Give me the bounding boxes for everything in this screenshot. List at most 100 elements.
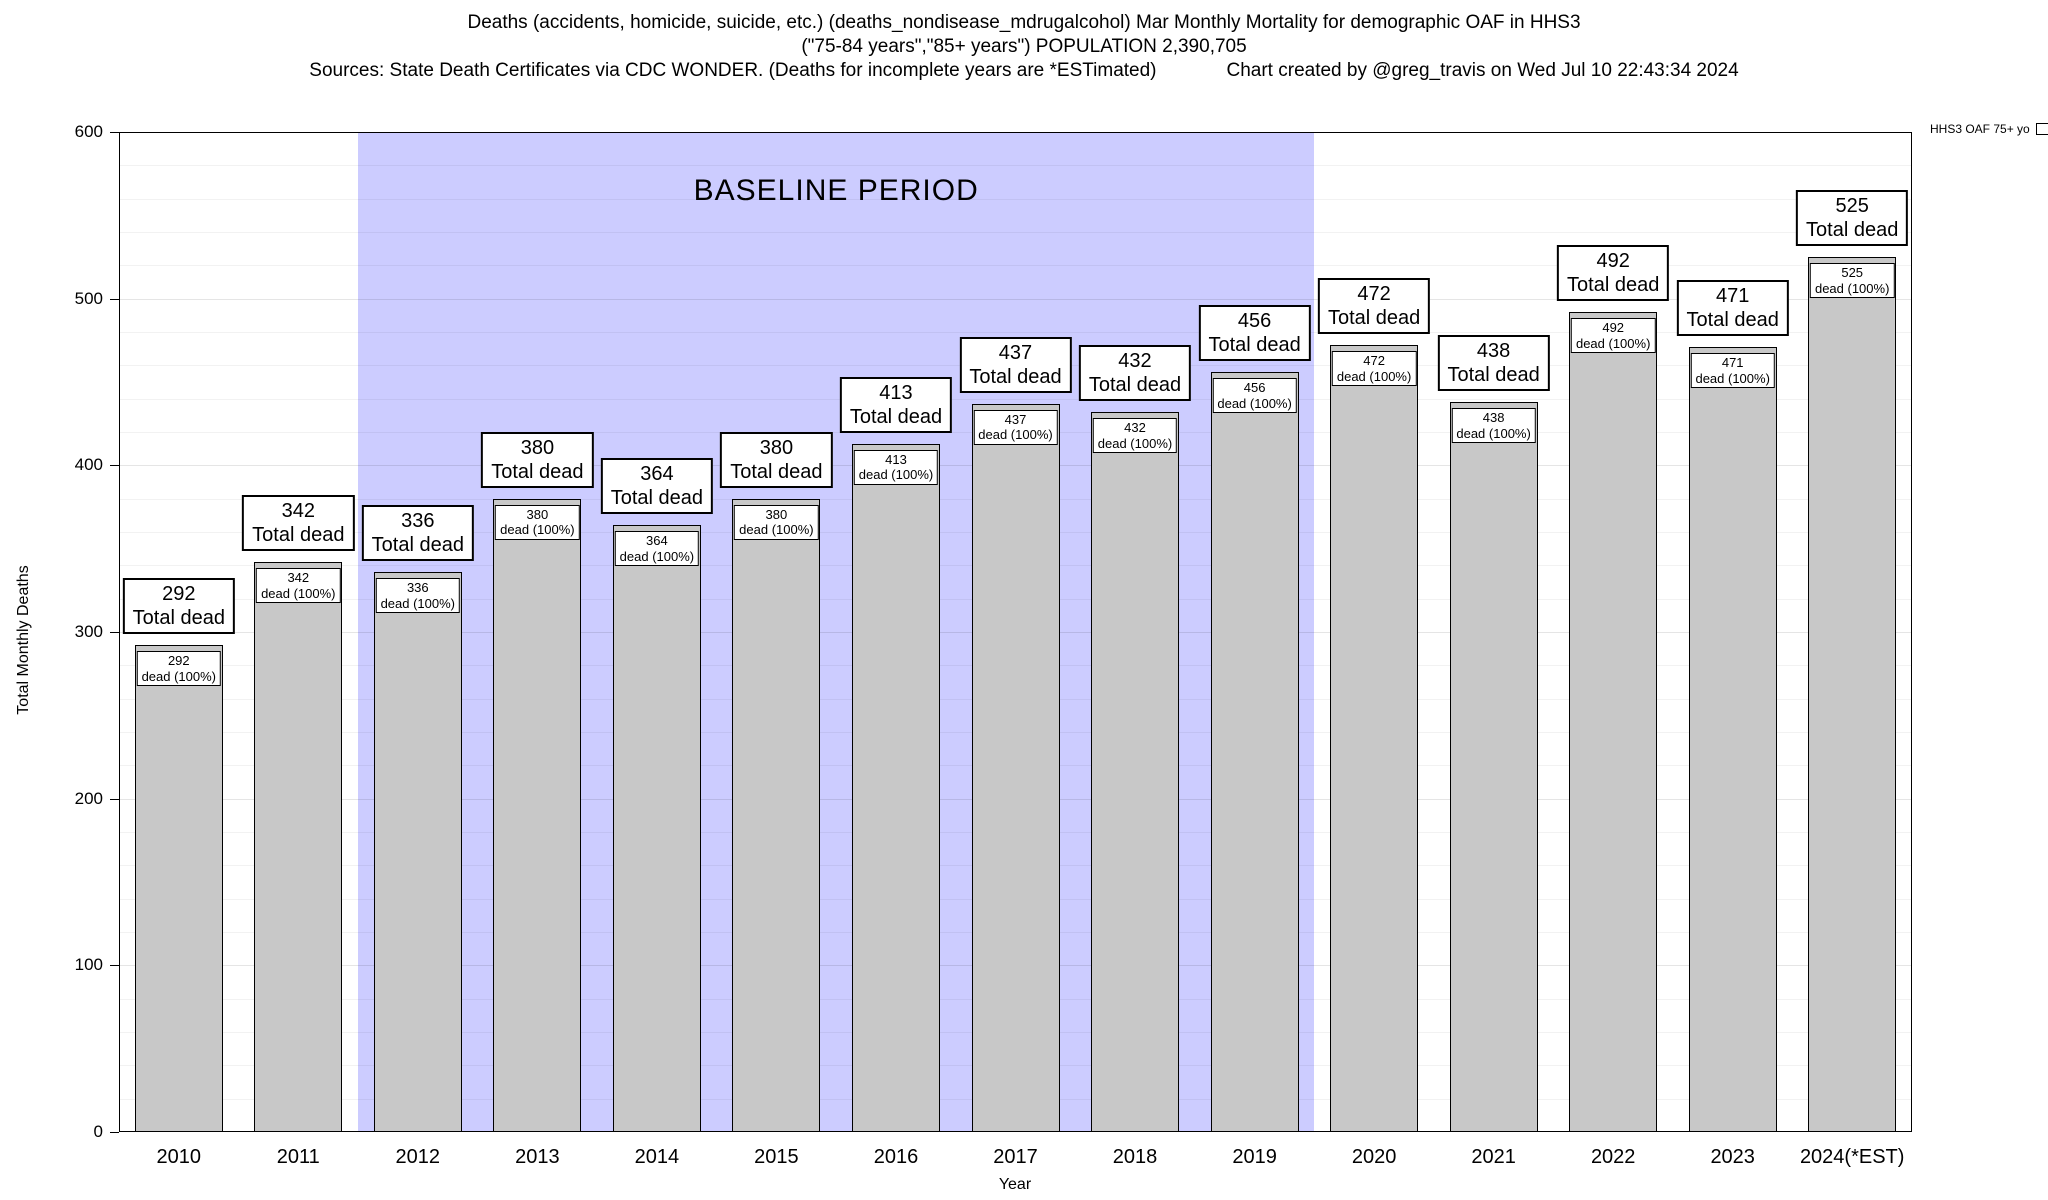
bar-inner-sublabel: dead (100%) xyxy=(1097,435,1173,451)
bar-inner-value: 438 xyxy=(1482,410,1505,425)
bar-inner-label: 364 dead (100%) xyxy=(614,531,700,567)
x-tick-label: 2016 xyxy=(873,1146,919,1168)
bar-inner-sublabel: dead (100%) xyxy=(380,595,456,611)
y-tick-mark xyxy=(110,632,119,633)
bar-total-label: 472 Total dead xyxy=(1317,278,1431,335)
y-tick-mark xyxy=(110,1132,119,1133)
gridline xyxy=(119,298,1912,300)
bar-inner-sublabel: dead (100%) xyxy=(978,427,1053,443)
y-tick-label: 0 xyxy=(93,1122,103,1141)
bar-total-text: Total dead xyxy=(1208,334,1301,356)
bar-total-value: 380 xyxy=(759,436,794,459)
bar-total-text: Total dead xyxy=(1686,309,1779,331)
bar-total-label: 336 Total dead xyxy=(361,505,474,561)
bar-2024(*EST) xyxy=(1808,257,1897,1132)
bar-total-label: 364 Total dead xyxy=(600,458,714,515)
bar-inner-label: 456 dead (100%) xyxy=(1212,378,1297,414)
x-tick-label: 2011 xyxy=(276,1146,320,1168)
chart-title-line2: ("75-84 years","85+ years") POPULATION 2… xyxy=(801,36,1247,57)
bar-total-label: 413 Total dead xyxy=(839,376,953,433)
bar-inner-sublabel: dead (100%) xyxy=(1575,335,1651,351)
bar-inner-value: 492 xyxy=(1602,320,1625,335)
bar-inner-label: 492 dead (100%) xyxy=(1570,318,1656,354)
bar-total-label: 471 Total dead xyxy=(1676,280,1789,336)
bar-inner-value: 380 xyxy=(765,506,788,522)
bar-2010 xyxy=(134,645,223,1132)
x-tick-label: 2019 xyxy=(1232,1146,1277,1168)
x-tick-label: 2010 xyxy=(156,1146,202,1168)
bar-inner-label: 380 dead (100%) xyxy=(495,504,580,540)
bar-inner-value: 336 xyxy=(406,580,429,595)
y-tick-mark xyxy=(110,965,119,967)
bar-inner-value: 364 xyxy=(646,533,668,549)
y-tick-label: 600 xyxy=(74,122,103,141)
x-tick-label: 2023 xyxy=(1710,1146,1755,1168)
bar-total-text: Total dead xyxy=(371,534,464,556)
x-tick-label: 2015 xyxy=(754,1146,799,1168)
x-tick-label: 2013 xyxy=(515,1146,560,1168)
bar-total-value: 472 xyxy=(1357,283,1391,306)
bar-inner-label: 336 dead (100%) xyxy=(375,578,461,614)
x-tick-label: 2012 xyxy=(395,1146,441,1168)
baseline-period-label: BASELINE PERIOD xyxy=(693,174,979,207)
bar-total-label: 456 Total dead xyxy=(1198,305,1311,361)
legend-label: HHS3 OAF 75+ yo xyxy=(1930,122,2030,136)
bar-2015 xyxy=(732,498,821,1132)
bar-total-label: 438 Total dead xyxy=(1437,335,1550,391)
bar-inner-sublabel: dead (100%) xyxy=(619,548,695,564)
bar-total-value: 342 xyxy=(281,500,315,522)
legend-swatch-icon xyxy=(2035,123,2048,135)
bar-total-text: Total dead xyxy=(610,487,704,510)
bar-inner-sublabel: dead (100%) xyxy=(739,522,814,538)
bar-total-text: Total dead xyxy=(132,607,225,630)
bar-inner-sublabel: dead (100%) xyxy=(141,668,217,684)
y-tick-label: 500 xyxy=(74,288,103,308)
bar-total-text: Total dead xyxy=(730,460,823,483)
bar-inner-label: 437 dead (100%) xyxy=(973,409,1058,445)
bar-2023 xyxy=(1688,347,1777,1132)
bar-total-value: 364 xyxy=(640,463,674,486)
y-tick-label: 300 xyxy=(74,622,103,641)
gridline xyxy=(119,332,1912,333)
bar-inner-sublabel: dead (100%) xyxy=(1814,280,1890,296)
bar-total-value: 437 xyxy=(998,341,1033,364)
bar-total-label: 380 Total dead xyxy=(481,431,594,488)
gridline xyxy=(119,165,1912,167)
y-tick-mark xyxy=(110,798,119,800)
x-tick-label: 2024(*EST) xyxy=(1799,1146,1905,1168)
bar-inner-sublabel: dead (100%) xyxy=(858,467,934,483)
bar-inner-label: 525 dead (100%) xyxy=(1809,263,1895,299)
bar-2018 xyxy=(1091,412,1179,1132)
bar-total-value: 525 xyxy=(1835,195,1869,217)
x-tick-label: 2018 xyxy=(1112,1146,1158,1168)
bar-inner-value: 413 xyxy=(885,451,907,467)
bar-inner-sublabel: dead (100%) xyxy=(1456,425,1531,441)
bar-total-text: Total dead xyxy=(1567,274,1660,296)
bar-inner-sublabel: dead (100%) xyxy=(1336,368,1412,384)
bar-total-value: 413 xyxy=(879,381,913,404)
bar-total-label: 380 Total dead xyxy=(720,431,833,488)
bar-inner-value: 432 xyxy=(1124,420,1146,435)
bar-inner-value: 471 xyxy=(1721,355,1744,370)
bar-inner-label: 380 dead (100%) xyxy=(734,504,819,540)
bar-total-value: 292 xyxy=(162,583,196,606)
gridline xyxy=(119,398,1912,400)
y-tick-mark xyxy=(110,298,119,300)
legend: HHS3 OAF 75+ yo xyxy=(1930,122,2048,136)
bar-2021 xyxy=(1449,402,1538,1132)
bar-inner-label: 432 dead (100%) xyxy=(1092,418,1178,454)
bar-2022 xyxy=(1569,312,1658,1132)
bar-inner-value: 525 xyxy=(1841,265,1864,280)
x-tick-label: 2020 xyxy=(1351,1146,1397,1168)
bar-total-value: 492 xyxy=(1596,250,1630,272)
bar-total-label: 437 Total dead xyxy=(959,336,1072,393)
bar-inner-value: 456 xyxy=(1243,380,1266,395)
bar-total-label: 525 Total dead xyxy=(1796,190,1909,246)
bar-total-label: 492 Total dead xyxy=(1557,245,1670,301)
bar-total-text: Total dead xyxy=(1088,374,1182,396)
bar-inner-label: 438 dead (100%) xyxy=(1451,408,1536,444)
gridline xyxy=(119,198,1912,200)
y-tick-mark xyxy=(110,465,119,467)
